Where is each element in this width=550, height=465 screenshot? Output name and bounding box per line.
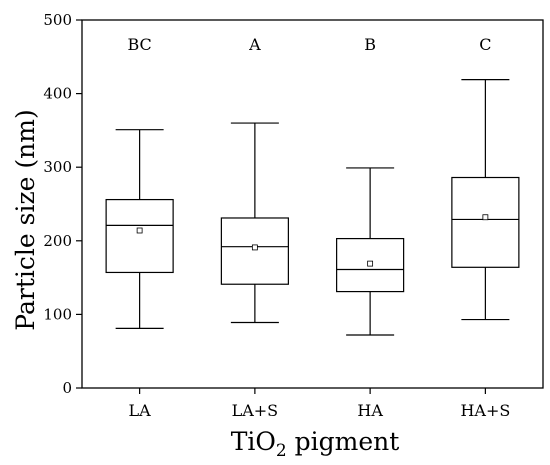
box-HA+S: [451, 79, 520, 321]
y-tick-label-400: 400: [43, 85, 72, 103]
y-axis: 0 100 200 300 400 500: [43, 11, 82, 397]
box-series: [105, 79, 520, 336]
x-tick-label-2: HA: [357, 401, 383, 420]
x-tick-label-1: LA+S: [232, 401, 279, 420]
box-LA+S: [220, 122, 289, 324]
group-letters: BC A B C: [127, 35, 491, 54]
iqr-box: [220, 217, 289, 285]
x-axis-title: TiO2 pigment: [231, 427, 400, 461]
x-tick-label-3: HA+S: [460, 401, 510, 420]
y-tick-label-0: 0: [62, 379, 72, 397]
mean-marker: [367, 260, 374, 267]
x-tick-label-0: LA: [129, 401, 152, 420]
y-tick-label-500: 500: [43, 11, 72, 29]
mean-marker: [136, 227, 143, 234]
group-letter-HA: B: [364, 35, 376, 54]
box-LA: [105, 129, 174, 329]
iqr-box: [105, 198, 174, 274]
y-tick-label-100: 100: [43, 305, 72, 323]
group-letter-LA+S: A: [248, 35, 261, 54]
iqr-box: [451, 176, 520, 268]
mean-marker: [482, 214, 489, 221]
group-letter-HA+S: C: [479, 35, 491, 54]
x-axis-title-rest: pigment: [287, 427, 400, 456]
x-axis-title-main: TiO: [231, 427, 276, 456]
mean-marker: [251, 244, 258, 251]
plot-border: [81, 19, 544, 389]
y-tick-label-300: 300: [43, 158, 72, 176]
y-tick-label-200: 200: [43, 232, 72, 250]
box-HA: [336, 167, 405, 336]
y-axis-title: Particle size (nm): [11, 109, 40, 330]
plot-frame: [81, 19, 544, 389]
x-axis: LA LA+S HA HA+S: [129, 388, 510, 420]
group-letter-LA: BC: [127, 35, 151, 54]
x-axis-title-subscript: 2: [276, 441, 287, 461]
